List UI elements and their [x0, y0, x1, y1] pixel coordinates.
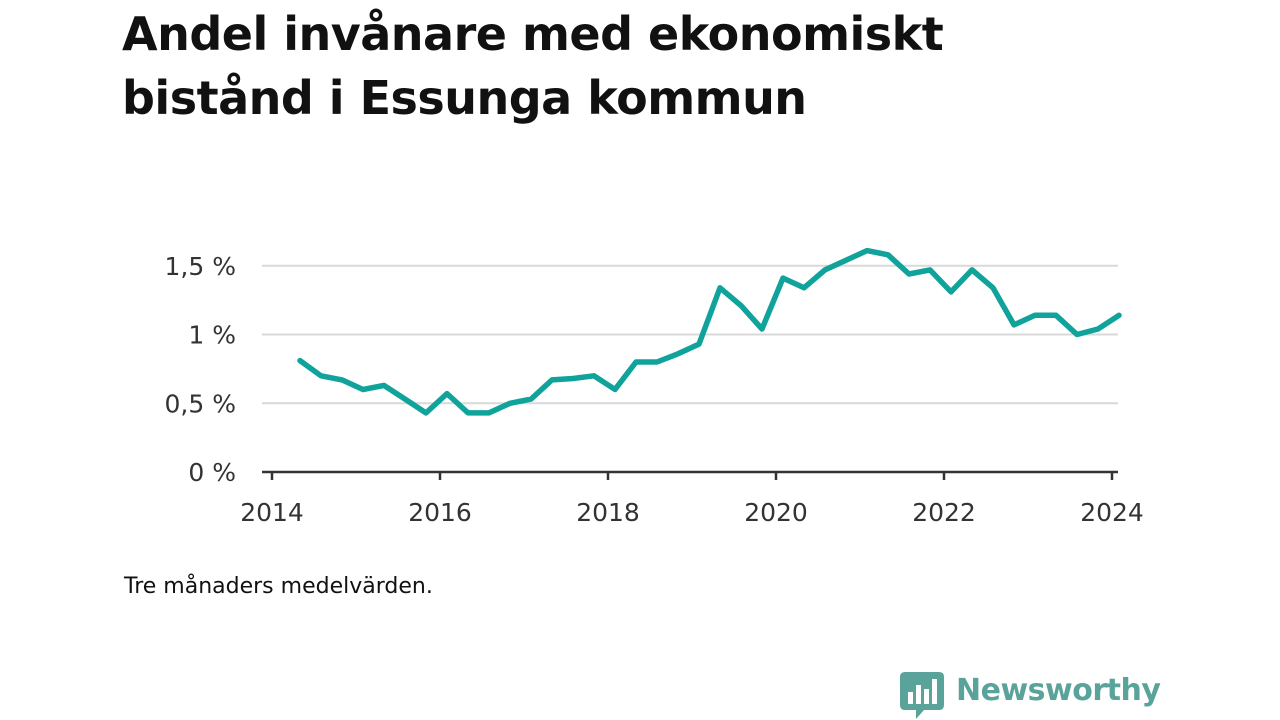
x-tick-label: 2020: [744, 498, 808, 527]
bar-chart-speech-bubble-icon: [900, 672, 944, 719]
chart-title: Andel invånare med ekonomiskt bistånd i …: [122, 7, 944, 125]
x-tick-label: 2016: [408, 498, 472, 527]
y-tick-label: 1 %: [188, 321, 236, 350]
y-tick-label: 1,5 %: [165, 252, 236, 281]
x-tick-label: 2024: [1080, 498, 1144, 527]
line-chart: 0 % 0,5 % 1 % 1,5 % 2014 2016 2018 2020 2022 2024: [165, 247, 1144, 527]
x-tick-label: 2018: [576, 498, 640, 527]
series-line: [297, 247, 1122, 416]
x-tick-label: 2014: [240, 498, 304, 527]
chart-footnote: Tre månaders medelvärden.: [124, 574, 433, 599]
x-tick-label: 2022: [912, 498, 976, 527]
brand-name: Newsworthy: [956, 673, 1161, 708]
y-tick-label: 0 %: [188, 458, 236, 487]
y-tick-label: 0,5 %: [165, 389, 236, 418]
